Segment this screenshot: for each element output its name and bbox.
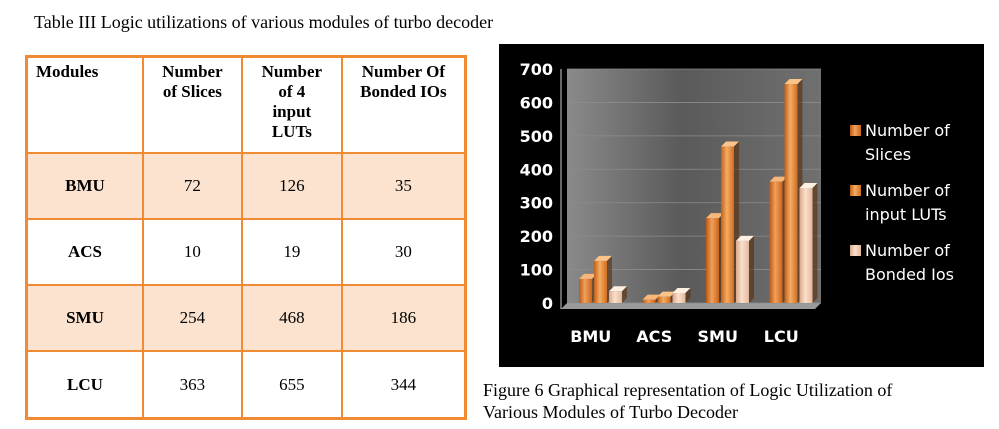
y-tick-label: 300 bbox=[520, 194, 553, 213]
cell-module: ACS bbox=[25, 217, 144, 286]
legend-label: Slices bbox=[865, 145, 911, 164]
table-row: BMU 72 126 35 bbox=[25, 151, 467, 220]
legend-label: input LUTs bbox=[865, 205, 947, 224]
cell-luts: 655 bbox=[240, 350, 343, 420]
bar-side bbox=[812, 183, 818, 303]
header-modules: Modules bbox=[25, 55, 144, 154]
figure-caption-line-2: Various Modules of Turbo Decoder bbox=[483, 402, 738, 422]
bar-top bbox=[594, 255, 612, 261]
bar bbox=[672, 292, 686, 303]
bar bbox=[609, 291, 622, 303]
bar-top bbox=[579, 273, 597, 279]
legend-swatch bbox=[850, 245, 861, 256]
header-luts: Number of 4 input LUTs bbox=[240, 55, 343, 154]
bar bbox=[657, 296, 671, 303]
table-row: SMU 254 468 186 bbox=[25, 283, 467, 353]
table-row: ACS 10 19 30 bbox=[25, 217, 467, 286]
legend-label: Bonded Ios bbox=[865, 265, 954, 284]
bar bbox=[784, 84, 798, 303]
bar-top bbox=[721, 141, 739, 147]
cell-luts: 19 bbox=[240, 217, 343, 286]
bar bbox=[579, 278, 592, 303]
y-tick-label: 600 bbox=[520, 93, 553, 112]
legend-label: Number of bbox=[865, 181, 950, 200]
bar-top bbox=[736, 235, 754, 241]
bar-top bbox=[657, 291, 676, 297]
bar bbox=[706, 218, 719, 303]
cell-luts: 126 bbox=[240, 151, 343, 220]
header-ios: Number Of Bonded IOs bbox=[340, 55, 467, 154]
legend-label: Number of bbox=[865, 121, 950, 140]
bar-chart-svg: 0 100 200 300 400 500 600 700 BMU ACS SMU LCU Number… bbox=[520, 60, 954, 346]
x-tick-label: LCU bbox=[764, 327, 799, 346]
bar-top bbox=[769, 176, 788, 182]
bar-top bbox=[609, 286, 627, 292]
bar-side bbox=[685, 287, 691, 303]
bar-side bbox=[749, 235, 754, 303]
logic-utilization-chart: 0 100 200 300 400 500 600 700 BMU ACS SMU LCU Number… bbox=[499, 44, 984, 367]
x-tick-label: SMU bbox=[698, 327, 738, 346]
cell-module: LCU bbox=[25, 350, 144, 420]
y-tick-label: 400 bbox=[520, 160, 553, 179]
bar bbox=[642, 299, 656, 303]
bar-side bbox=[622, 286, 627, 303]
cell-ios: 186 bbox=[340, 283, 467, 353]
bar bbox=[799, 188, 813, 303]
cell-luts: 468 bbox=[240, 283, 343, 353]
bar-top bbox=[799, 183, 818, 189]
cell-slices: 254 bbox=[141, 283, 243, 353]
figure-caption-line-1: Figure 6 Graphical representation of Log… bbox=[483, 380, 893, 400]
cell-ios: 30 bbox=[340, 217, 467, 286]
table-caption: Table III Logic utilizations of various … bbox=[34, 12, 494, 32]
bar bbox=[594, 260, 607, 303]
cell-slices: 363 bbox=[141, 350, 243, 420]
y-tick-label: 200 bbox=[520, 227, 553, 246]
y-tick-label: 0 bbox=[542, 294, 553, 313]
bar bbox=[721, 146, 734, 303]
bar-top bbox=[784, 79, 803, 85]
cell-module: BMU bbox=[25, 151, 144, 220]
y-tick-label: 700 bbox=[520, 60, 553, 79]
cell-slices: 10 bbox=[141, 217, 243, 286]
x-tick-label: ACS bbox=[636, 327, 672, 346]
legend-swatch bbox=[850, 185, 861, 196]
cell-ios: 344 bbox=[340, 350, 467, 420]
figure-caption: Figure 6 Graphical representation of Log… bbox=[483, 379, 983, 423]
logic-utilization-table: Modules Number of Slices Number of 4 input L… bbox=[25, 55, 467, 420]
cell-slices: 72 bbox=[141, 151, 243, 220]
cell-ios: 35 bbox=[340, 151, 467, 220]
plot-floor bbox=[561, 303, 821, 309]
cell-module: SMU bbox=[25, 283, 144, 353]
bar-top bbox=[642, 294, 661, 300]
bar bbox=[736, 240, 749, 303]
legend-swatch bbox=[850, 125, 861, 136]
y-tick-label: 500 bbox=[520, 127, 553, 146]
bar-top bbox=[706, 213, 724, 219]
legend-label: Number of bbox=[865, 241, 950, 260]
header-slices: Number of Slices bbox=[141, 55, 243, 154]
y-tick-label: 100 bbox=[520, 261, 553, 280]
x-tick-label: BMU bbox=[570, 327, 611, 346]
bar-top bbox=[672, 287, 691, 293]
table-header-row: Modules Number of Slices Number of 4 input L… bbox=[25, 55, 467, 154]
bar bbox=[769, 181, 783, 303]
table-row: LCU 363 655 344 bbox=[25, 350, 467, 420]
